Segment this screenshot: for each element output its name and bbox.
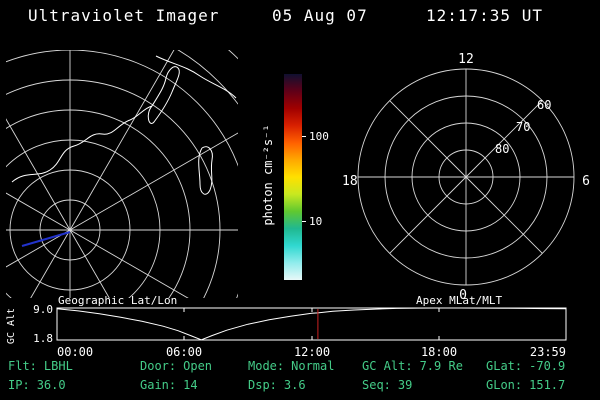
- gc-alt-strip-chart: Geographic Lat/Lon Apex MLat/MLT 9.0 1.8…: [6, 294, 567, 359]
- coastline-island: [198, 146, 213, 195]
- colorbar-tickmark: [302, 221, 306, 223]
- y-axis-label: GC Alt: [6, 308, 17, 344]
- colorbar: 100 10: [284, 74, 348, 280]
- status-value: LBHL: [43, 359, 73, 373]
- status-value: 14: [183, 378, 198, 392]
- status-value: Normal: [291, 359, 335, 373]
- grid-spoke: [30, 229, 71, 298]
- grid-ring: [6, 79, 221, 298]
- status-value: 36.0: [36, 378, 66, 392]
- status-gain: Gain: 14: [140, 378, 198, 392]
- status-ip: IP: 36.0: [8, 378, 66, 392]
- grid-ring: [6, 109, 191, 298]
- grid-spoke: [465, 176, 543, 254]
- mlat-label-60: 60: [537, 98, 551, 112]
- geographic-map-panel: [6, 50, 238, 298]
- mlt-label-6: 6: [582, 174, 590, 189]
- coastline-main: [11, 105, 153, 183]
- colorbar-tick-0: 100: [302, 130, 329, 143]
- mlat-label-80: 80: [495, 142, 509, 156]
- grid-spoke: [389, 176, 467, 254]
- status-value: 7.9 Re: [419, 359, 463, 373]
- status-value: Open: [183, 359, 213, 373]
- grid-spoke: [6, 229, 71, 268]
- colorbar-tickmark: [302, 135, 306, 137]
- gc-alt-curve: [56, 307, 567, 341]
- x-tick-1200: 12:00: [294, 345, 330, 359]
- status-door: Door: Open: [140, 359, 212, 373]
- y-tick-max: 9.0: [33, 303, 53, 316]
- grid-spoke: [69, 50, 175, 231]
- grid-spoke: [69, 229, 110, 298]
- status-label: GC Alt:: [362, 359, 413, 373]
- status-label: GLat:: [486, 359, 523, 373]
- mlt-label-18: 18: [342, 174, 358, 189]
- mlt-label-12: 12: [458, 52, 474, 67]
- coastline-top: [155, 55, 237, 99]
- grid-spoke: [389, 100, 467, 178]
- status-label: Mode:: [248, 359, 285, 373]
- y-tick-min: 1.8: [33, 332, 53, 345]
- grid-spoke: [69, 132, 238, 231]
- status-label: Door:: [140, 359, 177, 373]
- status-value: 39: [397, 378, 413, 392]
- status-flt: Flt: LBHL: [8, 359, 73, 373]
- colorbar-gradient: [284, 74, 302, 280]
- status-seq: Seq: 39: [362, 378, 412, 392]
- status-glon: GLon: 151.7: [486, 378, 565, 392]
- status-mode: Mode: Normal: [248, 359, 334, 373]
- status-label: Dsp:: [248, 378, 277, 392]
- mlat-label-70: 70: [516, 120, 530, 134]
- map-grid: [6, 50, 238, 298]
- mlt-label-0: 0: [459, 288, 467, 302]
- status-value: 151.7: [529, 378, 566, 392]
- grid-spoke: [6, 192, 71, 231]
- status-label: IP:: [8, 378, 30, 392]
- colorbar-tick-1: 10: [302, 215, 322, 228]
- strip-frame: [56, 307, 567, 341]
- grid-spoke: [69, 229, 189, 298]
- mlat-mlt-grid: [357, 68, 575, 286]
- colorbar-tick-label: 10: [309, 215, 323, 229]
- status-value: 3.6: [283, 378, 306, 392]
- status-label: Seq:: [362, 378, 391, 392]
- apex-polar-panel: 12 0 18 6 60 70 80: [342, 52, 590, 302]
- strip-right-title: Apex MLat/MLT: [416, 294, 502, 307]
- header-date: 05 Aug 07: [272, 6, 368, 25]
- status-label: Flt:: [8, 359, 37, 373]
- status-glat: GLat: -70.9: [486, 359, 565, 373]
- status-label: GLon:: [486, 378, 523, 392]
- status-dsp: Dsp: 3.6: [248, 378, 306, 392]
- coastline-peninsula: [147, 66, 180, 124]
- header-time: 12:17:35 UT: [426, 6, 543, 25]
- x-tick-1800: 18:00: [421, 345, 457, 359]
- colorbar-units-label: photon cm⁻²s⁻¹: [261, 124, 275, 226]
- grid-spoke: [465, 100, 543, 178]
- status-gcalt: GC Alt: 7.9 Re: [362, 359, 463, 373]
- strip-left-title: Geographic Lat/Lon: [58, 294, 177, 307]
- colorbar-tick-label: 100: [309, 129, 329, 143]
- status-label: Gain:: [140, 378, 177, 392]
- app-title: Ultraviolet Imager: [28, 6, 220, 25]
- status-value: -70.9: [529, 359, 566, 373]
- x-tick-0000: 00:00: [57, 345, 93, 359]
- orbit-track-segment: [21, 231, 71, 247]
- grid-spoke: [6, 118, 71, 231]
- x-tick-0600: 06:00: [166, 345, 202, 359]
- x-tick-2359: 23:59: [530, 345, 566, 359]
